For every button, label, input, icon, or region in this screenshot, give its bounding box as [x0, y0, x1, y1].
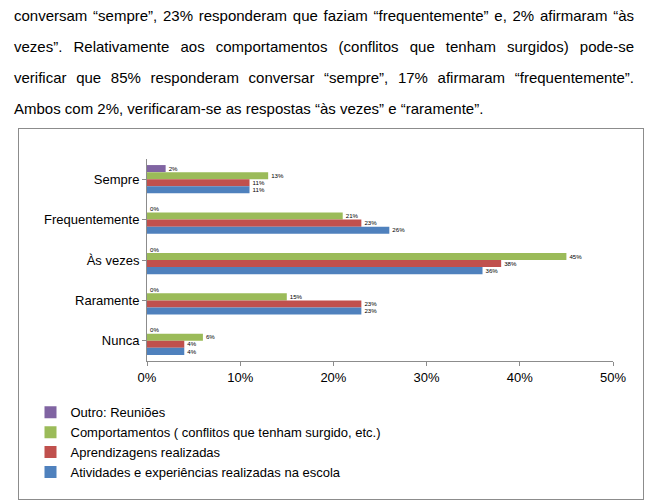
svg-text:23%: 23% [364, 300, 377, 307]
svg-text:10%: 10% [227, 370, 253, 385]
svg-text:Nunca: Nunca [102, 333, 140, 348]
svg-text:2%: 2% [169, 165, 178, 172]
svg-text:0%: 0% [150, 286, 159, 293]
svg-text:23%: 23% [364, 307, 377, 314]
svg-text:6%: 6% [206, 333, 215, 340]
svg-text:0%: 0% [150, 326, 159, 333]
svg-text:13%: 13% [271, 172, 284, 179]
svg-text:21%: 21% [346, 212, 359, 219]
svg-text:11%: 11% [253, 186, 265, 193]
svg-text:15%: 15% [290, 293, 303, 300]
svg-text:38%: 38% [504, 260, 517, 267]
svg-text:0%: 0% [138, 370, 157, 385]
html-text:conversam “sempre”, 23% respon: conversam “sempre”, 23% responderam que … [14, 7, 634, 117]
svg-text:36%: 36% [486, 267, 499, 274]
svg-text:Outro: Reuniões: Outro: Reuniões [71, 405, 166, 420]
svg-text:Sempre: Sempre [94, 172, 140, 187]
svg-text:11%: 11% [253, 179, 265, 186]
svg-text:4%: 4% [187, 348, 196, 355]
svg-text:4%: 4% [187, 340, 196, 347]
svg-text:Atividades e experiências real: Atividades e experiências realizadas na … [71, 465, 341, 480]
svg-text:Às vezes: Às vezes [87, 253, 140, 268]
svg-text:0%: 0% [150, 246, 159, 253]
svg-text:50%: 50% [600, 370, 626, 385]
svg-text:Aprendizagens realizadas: Aprendizagens realizadas [71, 445, 221, 460]
svg-text:26%: 26% [392, 226, 405, 233]
svg-text:Raramente: Raramente [75, 293, 139, 308]
svg-text:0%: 0% [150, 205, 159, 212]
svg-text:20%: 20% [320, 370, 346, 385]
svg-text:Comportamentos ( conflitos que: Comportamentos ( conflitos que tenham su… [71, 425, 381, 440]
svg-text:45%: 45% [569, 253, 582, 260]
svg-text:40%: 40% [507, 370, 533, 385]
svg-text:30%: 30% [414, 370, 440, 385]
svg-text:Frequentemente: Frequentemente [44, 212, 139, 227]
svg-text:23%: 23% [364, 219, 377, 226]
